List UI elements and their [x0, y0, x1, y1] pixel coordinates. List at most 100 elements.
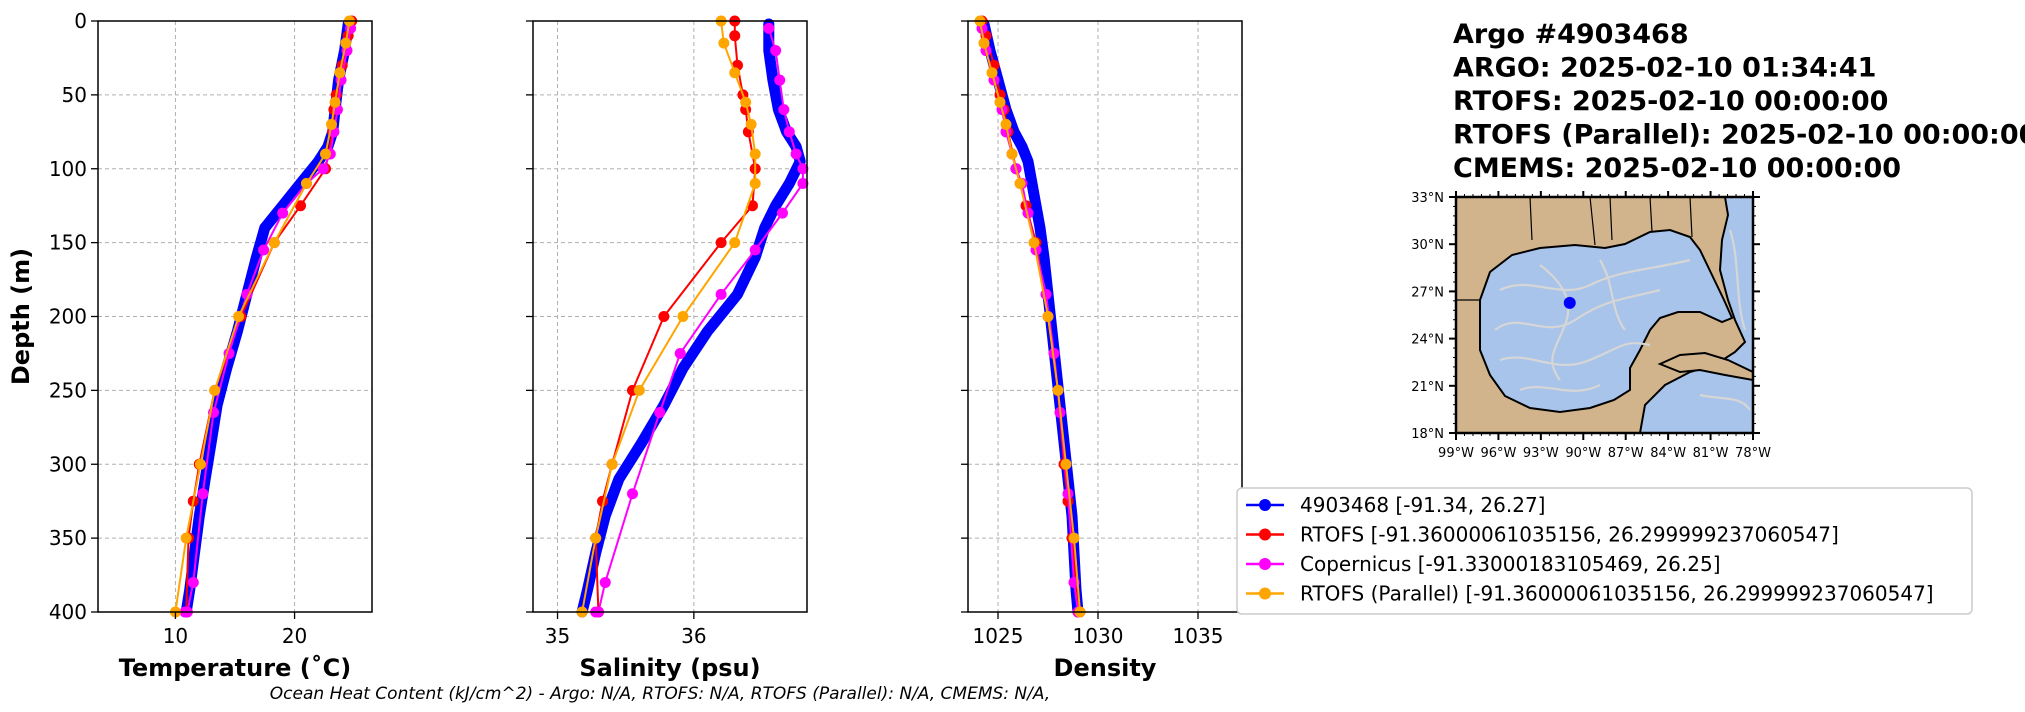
info-line-5: CMEMS: 2025-02-10 00:00:00 — [1453, 153, 1901, 184]
series-line-rtofs_parallel — [979, 20, 1081, 613]
data-point-rtofs_parallel — [340, 37, 352, 49]
map-lat-label: 33°N — [1411, 191, 1444, 206]
map-lon-label: 87°W — [1608, 446, 1644, 461]
y-tick-label: 200 — [49, 305, 87, 329]
map-lat-label: 18°N — [1411, 427, 1444, 442]
x-axis-label: Density — [1054, 654, 1157, 682]
data-point-copernicus — [187, 576, 199, 588]
data-point-copernicus — [749, 244, 761, 256]
map-lon-label: 78°W — [1735, 446, 1771, 461]
data-point-rtofs_parallel — [677, 311, 689, 322]
map-lon-label: 90°W — [1565, 446, 1601, 461]
data-point-rtofs_parallel — [1068, 532, 1080, 544]
map-lat-label: 30°N — [1411, 238, 1444, 253]
y-tick-label: 300 — [49, 452, 87, 476]
data-point-copernicus — [776, 207, 788, 219]
data-point-copernicus — [599, 576, 611, 588]
data-point-rtofs_parallel — [1052, 384, 1064, 396]
profile-panel-2: 35 36 Salinity (psu) — [526, 15, 809, 682]
data-point-rtofs_parallel — [1060, 458, 1072, 470]
map-borders — [1456, 197, 1693, 301]
float-position-marker — [1563, 296, 1576, 309]
series-line-argo — [180, 18, 354, 618]
y-axis-label: Depth (m) — [7, 248, 35, 385]
data-point-copernicus — [654, 407, 666, 419]
x-tick-label: 36 — [681, 624, 706, 648]
map-lat-label: 21°N — [1411, 380, 1444, 395]
x-tick-label: 1030 — [1073, 624, 1124, 648]
data-point-rtofs_parallel — [1028, 237, 1040, 249]
x-axis-label: Temperature (˚C) — [119, 654, 352, 682]
map-frame — [1454, 195, 1755, 435]
data-point-rtofs — [729, 30, 741, 42]
data-point-copernicus — [674, 347, 686, 359]
map-lat-label: 27°N — [1411, 285, 1444, 300]
data-point-copernicus — [317, 163, 329, 175]
data-point-rtofs_parallel — [334, 67, 346, 79]
data-point-rtofs_parallel — [1014, 178, 1026, 190]
map-island-cuba — [1657, 351, 1753, 382]
data-point-rtofs_parallel — [268, 237, 280, 249]
y-tick-label: 250 — [49, 378, 87, 402]
info-line-2: ARGO: 2025-02-10 01:34:41 — [1453, 53, 1876, 84]
gulf-of-mexico-map: 99°W 96°W 93°W 90°W 87°W 84°W 81°W 78°W 33°N 30°N… — [1411, 191, 1771, 461]
x-tick-label: 10 — [163, 624, 188, 648]
data-point-rtofs_parallel — [590, 532, 602, 544]
data-point-rtofs_parallel — [978, 37, 990, 49]
map-lat-label: 24°N — [1411, 333, 1444, 348]
data-point-copernicus — [783, 126, 795, 138]
legend-label: RTOFS [-91.36000061035156, 26.2999992370… — [1300, 523, 1839, 547]
data-point-rtofs_parallel — [194, 458, 206, 470]
data-point-rtofs_parallel — [745, 118, 757, 130]
ohc-footer: Ocean Heat Content (kJ/cm^2) - Argo: N/A… — [270, 684, 1050, 704]
data-point-copernicus — [770, 45, 782, 57]
data-point-rtofs_parallel — [633, 384, 645, 396]
data-point-rtofs_parallel — [300, 178, 312, 190]
y-tick-label: 150 — [49, 231, 87, 255]
data-point-copernicus — [763, 22, 775, 34]
series-line-copernicus — [184, 27, 352, 613]
data-point-copernicus — [797, 163, 809, 175]
data-point-copernicus — [797, 178, 809, 190]
data-point-rtofs_parallel — [749, 148, 761, 160]
data-point-rtofs_parallel — [729, 67, 741, 79]
data-point-copernicus — [715, 288, 727, 300]
map-lon-label: 96°W — [1480, 446, 1516, 461]
series-line-copernicus — [981, 27, 1081, 613]
map-currents — [1494, 229, 1751, 411]
data-point-rtofs — [658, 311, 670, 322]
profile-panel-1: 0 50 100 150 200 250 300 350 400 10 20 Temperature … — [7, 9, 373, 682]
map-ocean-gulf — [1479, 228, 1734, 414]
legend-swatch-marker — [1259, 558, 1271, 570]
x-tick-label: 20 — [282, 624, 307, 648]
y-tick-label: 50 — [62, 83, 87, 107]
profile-panel-3: 1025 1030 1035 Density — [961, 15, 1243, 682]
info-line-1: Argo #4903468 — [1453, 19, 1689, 50]
data-point-copernicus — [774, 74, 786, 86]
data-point-rtofs_parallel — [320, 148, 332, 160]
data-point-rtofs_parallel — [209, 384, 221, 396]
data-point-rtofs_parallel — [1042, 311, 1054, 322]
data-point-rtofs_parallel — [606, 458, 618, 470]
data-point-rtofs_parallel — [325, 118, 337, 130]
data-point-copernicus — [778, 104, 790, 116]
data-point-rtofs_parallel — [740, 96, 752, 108]
x-tick-label: 35 — [545, 624, 570, 648]
legend-swatch-marker — [1259, 587, 1271, 600]
data-point-rtofs_parallel — [329, 96, 341, 108]
data-point-rtofs_parallel — [749, 178, 761, 190]
data-point-copernicus — [277, 207, 289, 219]
x-tick-label: 1035 — [1173, 624, 1224, 648]
legend: 4903468 [-91.34, 26.27] RTOFS [-91.360000… — [1236, 487, 1973, 615]
data-point-copernicus — [1062, 488, 1074, 500]
x-axis-label: Salinity (psu) — [579, 654, 760, 682]
data-point-rtofs_parallel — [729, 237, 741, 249]
data-point-rtofs_parallel — [986, 67, 998, 79]
map-lon-label: 84°W — [1650, 446, 1686, 461]
data-point-rtofs_parallel — [1006, 148, 1018, 160]
legend-box — [1236, 487, 1973, 615]
data-point-rtofs — [746, 200, 758, 212]
y-tick-label: 400 — [49, 600, 87, 624]
